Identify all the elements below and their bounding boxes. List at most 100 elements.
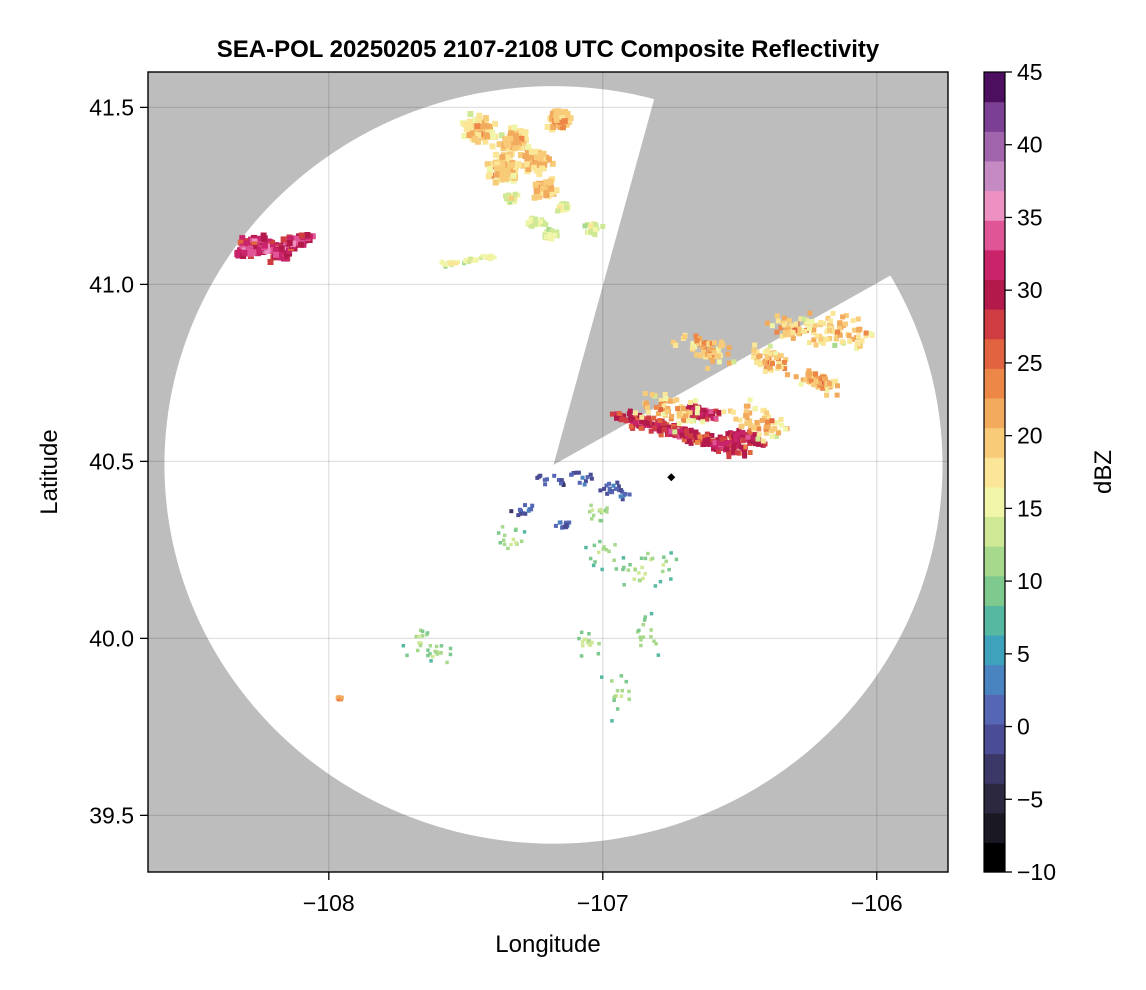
echo-pixel: [639, 643, 643, 648]
echo-pixel: [700, 419, 706, 425]
echo-pixel: [715, 346, 721, 352]
echo-pixel: [796, 326, 802, 332]
echo-pixel: [600, 509, 605, 513]
echo-pixel: [762, 359, 768, 365]
echo-pixel: [628, 563, 632, 567]
echo-pixel: [728, 430, 733, 436]
echo-pixel: [519, 509, 523, 514]
echo-pixel: [809, 319, 815, 324]
echo-pixel: [564, 522, 569, 527]
echo-pixel: [752, 441, 758, 447]
echo-pixel: [502, 538, 506, 542]
echo-pixel: [726, 454, 732, 460]
echo-pixel: [850, 336, 855, 342]
echo-region-n-central-weak-echoes: [503, 191, 606, 242]
echo-pixel: [827, 327, 832, 333]
echo-pixel: [600, 567, 604, 572]
colorbar-swatch: [984, 516, 1005, 547]
echo-pixel: [630, 417, 636, 423]
echo-pixel: [738, 434, 743, 440]
echo-pixel: [752, 436, 758, 442]
echo-pixel: [552, 473, 557, 478]
echo-pixel: [264, 248, 271, 255]
echo-pixel: [563, 205, 569, 210]
echo-pixel: [805, 319, 811, 325]
echo-pixel: [698, 353, 703, 359]
colorbar-swatch: [984, 486, 1005, 518]
colorbar-tick-label: 15: [1017, 495, 1043, 521]
echo-pixel: [661, 563, 666, 567]
echo-pixel: [516, 513, 521, 518]
echo-pixel: [525, 165, 532, 172]
echo-pixel: [589, 503, 593, 508]
echo-pixel: [863, 330, 869, 336]
echo-pixel: [514, 143, 521, 150]
site-marker: [667, 473, 676, 482]
echo-pixel: [833, 336, 839, 342]
echo-pixel: [447, 260, 452, 265]
echo-pixel: [813, 342, 819, 348]
echo-pixel: [520, 162, 527, 169]
echo-region-ne-cluster-core: [609, 403, 768, 460]
echo-pixel: [526, 220, 532, 226]
echo-pixel: [682, 413, 688, 419]
echo-pixel: [596, 652, 601, 656]
echo-pixel: [821, 376, 827, 382]
echo-pixel: [649, 635, 653, 639]
y-tick-label: 41.0: [89, 271, 134, 297]
echo-pixel: [543, 179, 550, 186]
echo-pixel: [536, 171, 543, 178]
echo-pixel: [851, 327, 857, 333]
colorbar-swatch: [984, 309, 1005, 340]
echo-pixel: [554, 229, 560, 235]
echo-pixel: [705, 437, 711, 442]
echo-pixel: [713, 415, 719, 421]
echo-pixel: [718, 343, 724, 349]
echo-pixel: [834, 392, 840, 398]
echo-pixel: [540, 150, 547, 157]
echo-pixel: [605, 491, 610, 496]
echo-pixel: [535, 160, 542, 167]
echo-pixel: [472, 136, 478, 143]
echo-pixel: [513, 138, 520, 145]
echo-pixel: [710, 415, 716, 421]
echo-pixel: [627, 408, 633, 414]
echo-pixel: [431, 654, 435, 659]
echo-pixel: [255, 247, 262, 254]
echo-pixel: [468, 256, 473, 261]
echo-pixel: [605, 510, 609, 514]
colorbar-tick-label: 35: [1017, 204, 1043, 230]
colorbar-swatches: [984, 72, 1005, 873]
echo-pixel: [766, 364, 772, 370]
echo-pixel: [512, 191, 518, 197]
echo-pixel: [454, 261, 459, 266]
echo-pixel: [867, 331, 873, 336]
echo-pixel: [753, 432, 759, 438]
echo-pixel: [527, 153, 534, 160]
echo-pixel: [744, 415, 750, 421]
echo-pixel: [757, 362, 763, 368]
echo-pixel: [607, 481, 612, 486]
echo-pixel: [559, 481, 563, 486]
echo-pixel: [463, 126, 470, 133]
echo-pixel: [843, 321, 849, 327]
echo-pixel: [672, 432, 678, 438]
echo-pixel: [793, 321, 799, 327]
echo-pixel: [529, 507, 534, 512]
echo-pixel: [662, 555, 666, 559]
echo-pixel: [817, 333, 823, 339]
colorbar-swatch: [984, 575, 1005, 606]
colorbar-swatch: [984, 783, 1005, 814]
echo-pixel: [719, 436, 725, 442]
echo-pixel: [557, 520, 562, 525]
echo-pixel: [762, 348, 768, 354]
echo-pixel: [817, 380, 823, 386]
echo-pixel: [730, 409, 736, 415]
echo-pixel: [601, 547, 605, 551]
echo-pixel: [537, 155, 544, 162]
echo-pixel: [731, 359, 737, 365]
colorbar: −10 −5 0 5 10 15 20 25 30 35 40 45 dBZ: [983, 59, 1117, 885]
echo-pixel: [760, 438, 766, 444]
echo-pixel: [511, 537, 516, 542]
echo-pixel: [782, 366, 788, 372]
